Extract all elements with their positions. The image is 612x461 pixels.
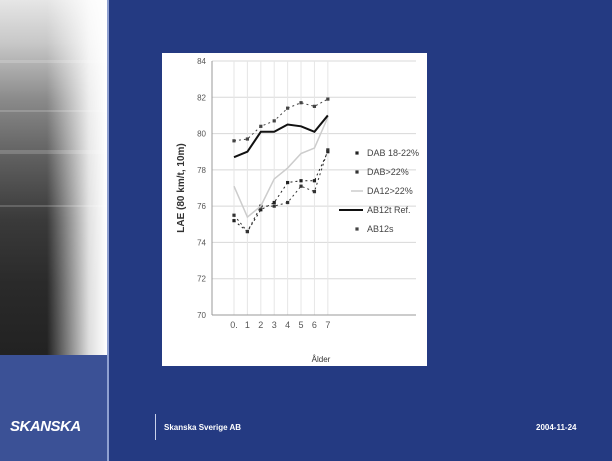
data-point xyxy=(232,213,236,217)
y-tick-label: 76 xyxy=(197,202,206,211)
data-point xyxy=(312,104,317,108)
data-point xyxy=(259,208,263,212)
chart-series xyxy=(232,97,330,234)
data-point xyxy=(272,204,276,208)
data-point xyxy=(326,97,330,101)
legend-swatch xyxy=(355,151,359,155)
chart-panel: 70 72 74 76 78 80 82 84 0. 1 2 3 4 5 6 7 DAB 18-22% DAB>… xyxy=(162,53,427,366)
series-line-1 xyxy=(233,149,329,233)
slide-date: 2004-11-24 xyxy=(536,423,577,432)
legend-label: AB12s xyxy=(367,224,394,234)
data-point xyxy=(286,180,290,185)
series-line-4 xyxy=(233,98,329,142)
x-axis-label: Ålder xyxy=(312,355,331,364)
legend-label: DAB>22% xyxy=(367,167,409,177)
chart-legend: DAB 18-22% DAB>22% DA12>22% AB12t Ref. AB12s xyxy=(339,148,419,234)
y-tick-label: 82 xyxy=(197,93,206,102)
data-point xyxy=(312,179,317,183)
chart-grid xyxy=(212,60,416,316)
data-point xyxy=(326,148,330,152)
asphalt-photo xyxy=(0,0,107,355)
x-tick-label: 6 xyxy=(312,320,317,330)
y-tick-label: 74 xyxy=(197,238,206,247)
series-line-2 xyxy=(233,116,329,219)
legend-swatch xyxy=(355,170,359,174)
y-tick-label: 78 xyxy=(197,166,206,175)
data-point xyxy=(286,200,290,205)
footer-separator xyxy=(155,414,156,440)
data-point xyxy=(245,137,250,141)
x-tick-label: 1 xyxy=(245,320,250,330)
data-point xyxy=(232,219,236,223)
line-chart: 70 72 74 76 78 80 82 84 0. 1 2 3 4 5 6 7 DAB 18-22% DAB>… xyxy=(176,57,419,364)
x-tick-label: 7 xyxy=(325,320,330,330)
legend-swatch xyxy=(355,227,359,231)
y-axis-label: LAE (80 km/t, 10m) xyxy=(176,143,187,232)
data-point xyxy=(232,139,236,143)
x-tick-label: 4 xyxy=(285,320,290,330)
data-point xyxy=(245,229,250,234)
data-point xyxy=(299,179,303,183)
y-tick-label: 70 xyxy=(197,311,206,320)
data-point xyxy=(259,124,263,128)
data-point xyxy=(299,101,303,105)
series-line-3 xyxy=(233,114,329,159)
y-tick-label: 72 xyxy=(197,275,206,284)
data-point xyxy=(286,106,290,110)
data-point xyxy=(299,184,303,188)
legend-label: DAB 18-22% xyxy=(367,148,419,158)
chart-axes: 70 72 74 76 78 80 82 84 0. 1 2 3 4 5 6 7 xyxy=(197,57,416,330)
skanska-logo: SKANSKA xyxy=(10,418,81,435)
data-point xyxy=(272,200,276,205)
data-point xyxy=(326,150,330,154)
y-tick-label: 84 xyxy=(197,57,206,66)
data-point xyxy=(312,190,317,194)
x-tick-label: 2 xyxy=(258,320,263,330)
x-tick-label: 5 xyxy=(299,320,304,330)
y-tick-label: 80 xyxy=(197,130,206,139)
legend-label: DA12>22% xyxy=(367,186,413,196)
legend-label: AB12t Ref. xyxy=(367,205,411,215)
divider-line xyxy=(107,0,109,461)
left-band xyxy=(0,355,107,461)
company-name: Skanska Sverige AB xyxy=(164,423,242,432)
x-tick-label: 0. xyxy=(230,320,238,330)
data-point xyxy=(272,119,276,123)
x-tick-label: 3 xyxy=(272,320,277,330)
